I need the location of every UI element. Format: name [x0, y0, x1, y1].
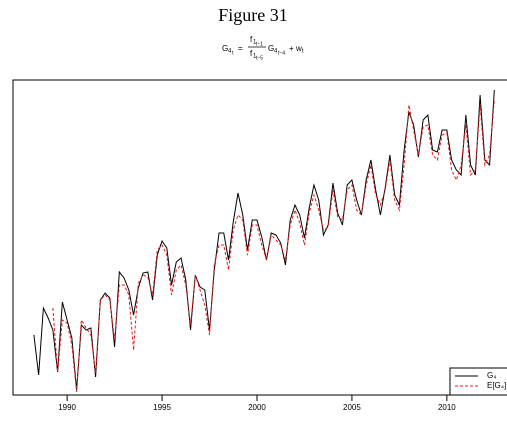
eq-part: t−5 — [256, 55, 263, 61]
x-tick-label: 1990 — [58, 403, 76, 412]
x-tick-label: 2000 — [248, 403, 266, 412]
chart-title: Figure 31 — [218, 5, 288, 25]
eq-part: f — [250, 49, 253, 58]
eq-part: 1 — [253, 40, 257, 46]
plot-frame — [12, 79, 507, 396]
legend-label: G₄ — [487, 371, 497, 380]
eq-part: t — [232, 50, 234, 56]
eq-part: 4 — [274, 49, 278, 55]
legend-box — [449, 367, 507, 396]
eq-part: t−4 — [278, 50, 285, 56]
eq-part: G — [222, 44, 228, 53]
eq-part: 4 — [228, 49, 232, 55]
x-tick-label: 2005 — [343, 403, 361, 412]
eq-part: f — [250, 35, 253, 44]
eq-part: + — [289, 44, 294, 53]
eq-part: 1 — [253, 54, 257, 60]
eq-part: t — [302, 49, 304, 55]
equation: G 4 t = f 1 t−1 f 1 t−5 G 4 t−4 + w t — [222, 35, 304, 61]
eq-part: t−1 — [256, 41, 263, 47]
eq-part: w — [295, 44, 302, 53]
x-tick-label: 2010 — [438, 403, 456, 412]
legend-label: E[G₄] — [487, 381, 506, 390]
series-line — [52, 99, 495, 393]
series-line — [33, 89, 495, 391]
eq-part: G — [268, 44, 274, 53]
eq-part: = — [238, 44, 243, 53]
x-tick-label: 1995 — [153, 403, 171, 412]
